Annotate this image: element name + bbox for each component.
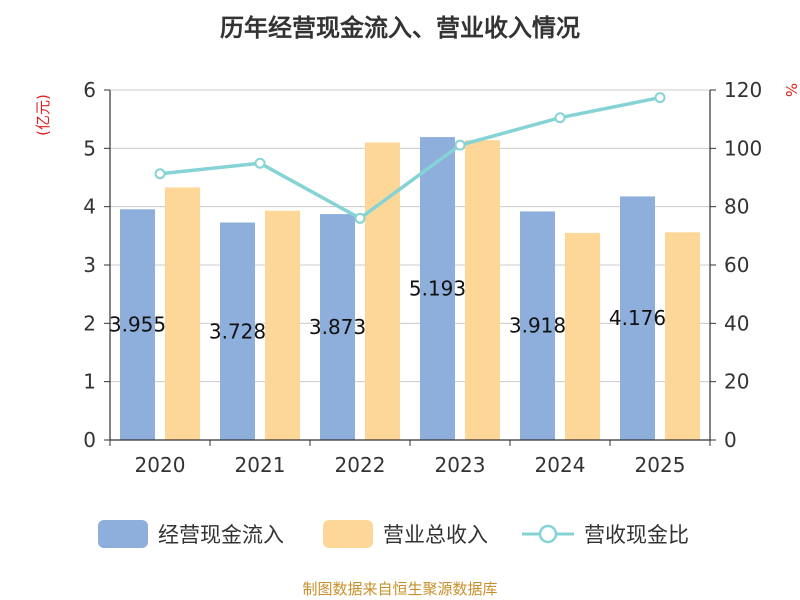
bar (265, 210, 300, 440)
bar (465, 140, 500, 440)
bar (420, 137, 455, 440)
x-tick-label: 2022 (335, 453, 386, 477)
legend-swatch (323, 520, 373, 548)
data-labels: 3.955 3.728 3.873 5.193 3.918 4.176 (109, 277, 666, 344)
bar (320, 214, 355, 440)
data-label: 3.955 (109, 313, 166, 337)
legend-marker (538, 524, 558, 544)
right-tick-label: 100 (724, 136, 762, 160)
bar (565, 232, 600, 440)
line-point (154, 168, 166, 180)
right-tick-label: 120 (724, 78, 762, 102)
legend-label: 营业总收入 (383, 523, 488, 547)
bar (365, 142, 400, 440)
left-tick-label: 2 (83, 311, 96, 335)
x-tick-label: 2025 (635, 453, 686, 477)
right-tick-label: 80 (724, 195, 749, 219)
bar (665, 232, 700, 440)
legend-label: 营收现金比 (584, 523, 689, 547)
left-tick-label: 0 (83, 428, 96, 452)
left-axis-label: (亿元) (34, 94, 52, 136)
bars (120, 137, 700, 440)
bar (220, 222, 255, 440)
line-point (354, 212, 366, 224)
line-point (454, 139, 466, 151)
right-tick-label: 0 (724, 428, 737, 452)
legend-swatch (98, 520, 148, 548)
data-label: 3.918 (509, 314, 566, 338)
ratio-line-path (159, 95, 661, 221)
data-label: 4.176 (609, 306, 666, 330)
bar (520, 211, 555, 440)
grid (110, 89, 710, 383)
bar (620, 196, 655, 440)
right-axis-label: % (782, 83, 800, 97)
bar (165, 187, 200, 440)
left-tick-label: 6 (83, 78, 96, 102)
x-tick-label: 2020 (135, 453, 186, 477)
chart-title: 历年经营现金流入、营业收入情况 (220, 14, 580, 42)
bar (120, 209, 155, 440)
data-label: 5.193 (409, 277, 466, 301)
left-tick-label: 1 (83, 370, 96, 394)
right-tick-label: 60 (724, 253, 749, 277)
data-label: 3.728 (209, 319, 266, 343)
source-note: 制图数据来自恒生聚源数据库 (302, 580, 498, 598)
legend: 经营现金流入 营业总收入 营收现金比 (98, 520, 689, 548)
line-point (554, 112, 566, 124)
legend-label: 经营现金流入 (158, 523, 284, 547)
left-tick-label: 5 (83, 136, 96, 160)
left-tick-label: 4 (83, 195, 96, 219)
x-tick-label: 2024 (535, 453, 586, 477)
data-label: 3.873 (309, 315, 366, 339)
right-tick-label: 20 (724, 370, 749, 394)
right-tick-label: 40 (724, 311, 749, 335)
x-tick-label: 2023 (435, 453, 486, 477)
line-point (654, 92, 666, 104)
left-tick-label: 3 (83, 253, 96, 277)
ratio-line (154, 92, 666, 224)
x-tick-label: 2021 (235, 453, 286, 477)
line-point (254, 157, 266, 169)
